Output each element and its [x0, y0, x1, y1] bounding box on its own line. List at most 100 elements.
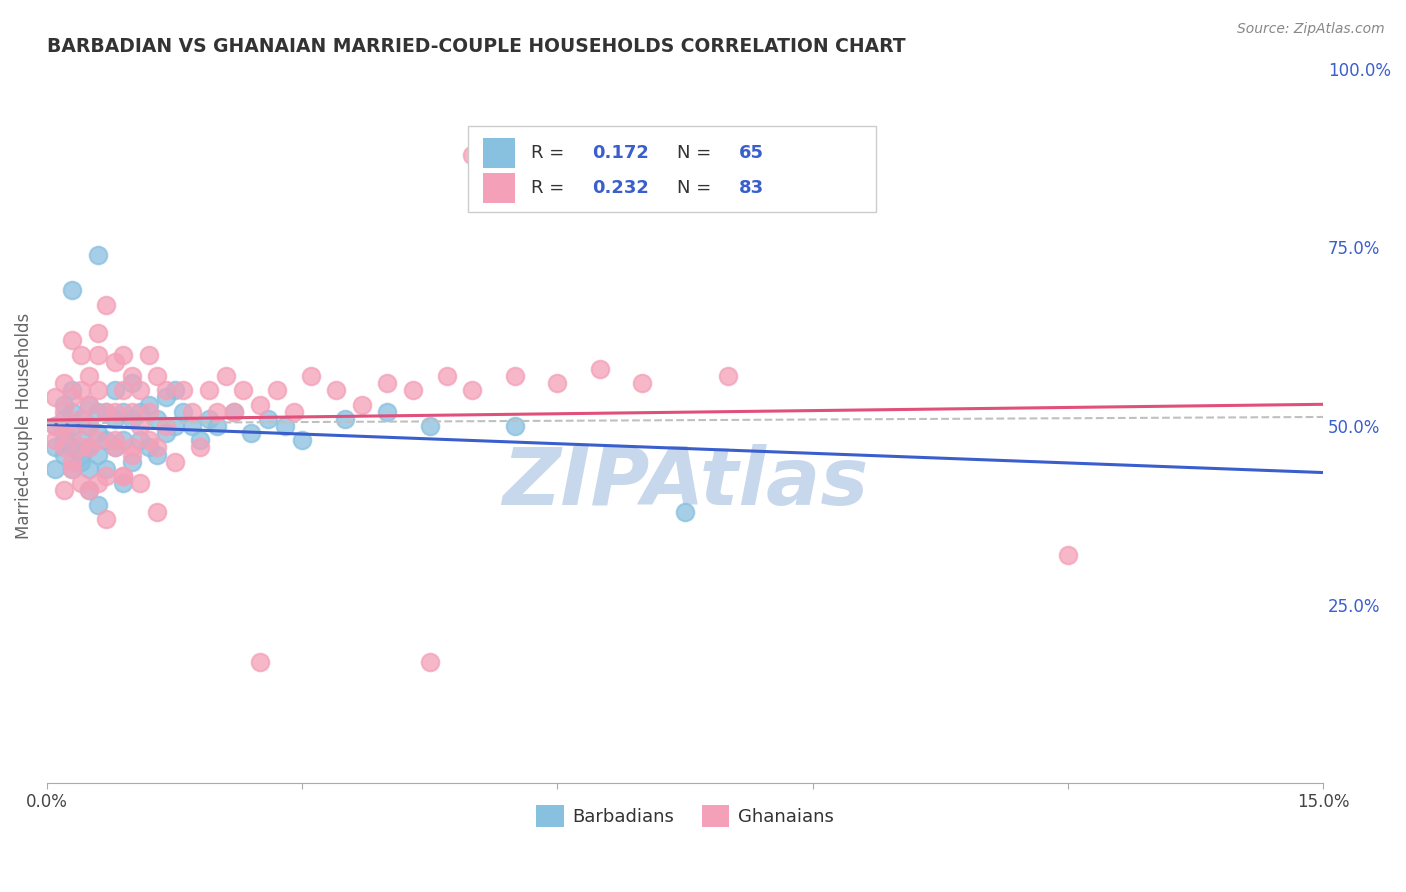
Point — [79, 483, 101, 498]
Point — [104, 434, 127, 448]
Point — [503, 419, 526, 434]
Point — [62, 462, 84, 476]
Text: N =: N = — [678, 144, 717, 161]
Point — [1057, 548, 1080, 562]
Point — [274, 419, 297, 434]
Point — [283, 405, 305, 419]
Point — [112, 405, 135, 419]
Point — [121, 448, 143, 462]
Point — [62, 462, 84, 476]
Point — [62, 455, 84, 469]
Point — [44, 434, 66, 448]
Point — [70, 384, 93, 398]
Point — [70, 441, 93, 455]
Point — [138, 348, 160, 362]
Point — [112, 476, 135, 491]
Point — [546, 376, 568, 391]
Point — [121, 376, 143, 391]
Text: 83: 83 — [738, 179, 763, 197]
Point — [62, 283, 84, 297]
Point — [87, 498, 110, 512]
Point — [121, 405, 143, 419]
Point — [222, 405, 245, 419]
Point — [138, 434, 160, 448]
Point — [87, 426, 110, 441]
Point — [70, 348, 93, 362]
Point — [436, 369, 458, 384]
Point — [249, 398, 271, 412]
Point — [44, 419, 66, 434]
Point — [146, 369, 169, 384]
Point — [129, 434, 152, 448]
Point — [44, 441, 66, 455]
Point — [52, 448, 75, 462]
Point — [419, 419, 441, 434]
Point — [155, 391, 177, 405]
Point — [87, 384, 110, 398]
Point — [104, 441, 127, 455]
Point — [155, 419, 177, 434]
Point — [62, 419, 84, 434]
Point — [87, 348, 110, 362]
Point — [121, 412, 143, 426]
Text: ZIPAtlas: ZIPAtlas — [502, 444, 868, 522]
Point — [79, 483, 101, 498]
Point — [70, 455, 93, 469]
Point — [62, 441, 84, 455]
Point — [112, 469, 135, 483]
Point — [402, 384, 425, 398]
Y-axis label: Married-couple Households: Married-couple Households — [15, 313, 32, 539]
Point — [52, 434, 75, 448]
Point — [155, 384, 177, 398]
Text: Source: ZipAtlas.com: Source: ZipAtlas.com — [1237, 22, 1385, 37]
Point — [62, 405, 84, 419]
Point — [52, 426, 75, 441]
Point — [79, 462, 101, 476]
Text: N =: N = — [678, 179, 717, 197]
Point — [87, 326, 110, 341]
Point — [419, 655, 441, 669]
Point — [121, 369, 143, 384]
Point — [257, 412, 280, 426]
FancyBboxPatch shape — [484, 137, 515, 168]
Point — [79, 441, 101, 455]
Text: R =: R = — [530, 144, 569, 161]
Point — [79, 398, 101, 412]
Point — [87, 434, 110, 448]
Point — [52, 441, 75, 455]
Point — [155, 426, 177, 441]
Point — [52, 412, 75, 426]
Point — [52, 405, 75, 419]
Legend: Barbadians, Ghanaians: Barbadians, Ghanaians — [529, 798, 841, 835]
Point — [129, 405, 152, 419]
Point — [52, 376, 75, 391]
Point — [104, 355, 127, 369]
Text: 0.232: 0.232 — [592, 179, 648, 197]
FancyBboxPatch shape — [468, 126, 876, 211]
Point — [52, 483, 75, 498]
Point — [87, 247, 110, 261]
Point — [96, 434, 118, 448]
Point — [589, 362, 612, 376]
Point — [138, 441, 160, 455]
Point — [70, 412, 93, 426]
Point — [52, 419, 75, 434]
Point — [333, 412, 356, 426]
Point — [52, 398, 75, 412]
Point — [62, 334, 84, 348]
Point — [146, 448, 169, 462]
Point — [249, 655, 271, 669]
Point — [197, 412, 219, 426]
Point — [96, 469, 118, 483]
Point — [96, 405, 118, 419]
Point — [163, 384, 186, 398]
Point — [188, 434, 211, 448]
Point — [112, 434, 135, 448]
Point — [172, 384, 194, 398]
Point — [121, 441, 143, 455]
Point — [375, 405, 398, 419]
Point — [138, 405, 160, 419]
Text: 0.172: 0.172 — [592, 144, 648, 161]
Point — [104, 441, 127, 455]
Point — [146, 412, 169, 426]
